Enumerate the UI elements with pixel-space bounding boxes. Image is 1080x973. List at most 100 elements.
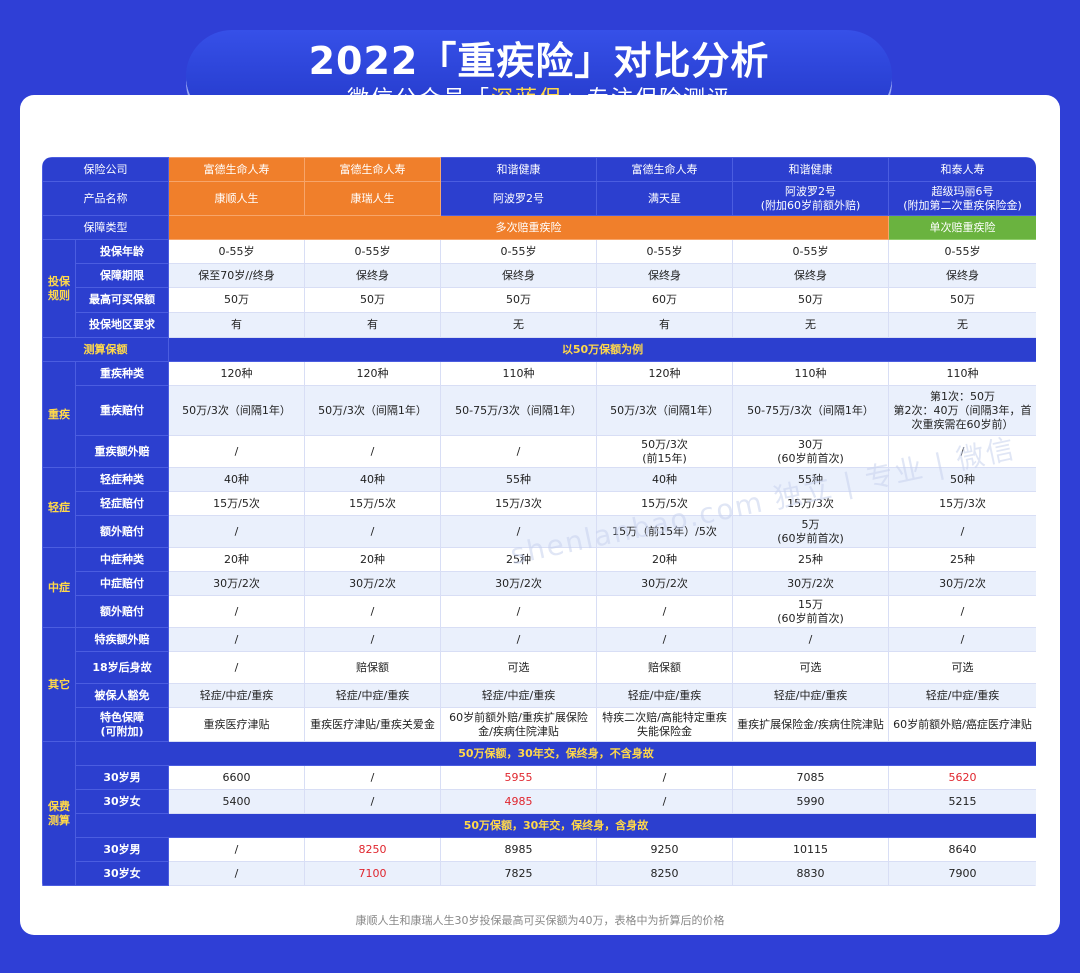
premium-note: 50万保额，30年交，保终身，含身故 [75,813,1036,838]
value-cell: / [596,595,733,628]
table-row: 30岁男/8250 8985 9250 10115 8640 [43,837,1036,862]
premium-cell: 5400 [168,789,305,814]
row-label: 重疾额外赔 [75,435,169,468]
row-label: 30岁女 [75,789,169,814]
value-cell: 轻症/中症/重疾 [440,683,597,708]
value-cell: 25种 [888,547,1036,572]
row-label: 中症赔付 [75,571,169,596]
value-cell: 0-55岁 [304,239,441,264]
table-row: 保障类型 多次赔重疾险 单次赔重疾险 [42,215,1036,240]
table-row: 被保人豁免 轻症/中症/重疾 轻症/中症/重疾 轻症/中症/重疾 轻症/中症/重疾 轻症/… [43,683,1036,708]
section-moderate: 中症 [42,547,76,628]
value-cell: / [168,651,305,684]
row-label: 被保人豁免 [75,683,169,708]
value-cell: 保终身 [888,263,1036,288]
value-cell: 15万/3次 [888,491,1036,516]
premium-cell: 5215 [888,789,1036,814]
value-cell: 保终身 [440,263,597,288]
value-cell: 50万 [304,287,441,313]
value-cell: 轻症/中症/重疾 [168,683,305,708]
value-cell: / [732,627,889,652]
value-cell: 15万 (60岁前首次) [732,595,889,628]
value-cell: 55种 [440,467,597,492]
value-cell: 50万 [732,287,889,313]
table-row: 18岁后身故 / 赔保额 可选 赔保额 可选 可选 [43,651,1036,684]
value-cell: 保终身 [732,263,889,288]
page-title: 2022「重疾险」对比分析 [308,39,770,83]
value-cell: 50-75万/3次（间隔1年） [440,385,597,436]
section-calc: 测算保额 [42,337,169,362]
section-rules: 投保 规则 [42,239,76,338]
value-cell: / [168,627,305,652]
value-cell: 重疾医疗津贴 [168,707,305,742]
value-cell: 30万/2次 [304,571,441,596]
row-label: 保障期限 [75,263,169,288]
table-row: 50万保额，30年交，保终身，含身故 [43,813,1036,838]
value-cell: 20种 [168,547,305,572]
value-cell: 有 [304,312,441,338]
value-cell: 可选 [732,651,889,684]
product-name: 康瑞人生 [304,181,441,216]
product-name: 阿波罗2号 [440,181,597,216]
value-cell: 110种 [732,361,889,386]
value-cell: 保终身 [304,263,441,288]
product-name: 满天星 [596,181,733,216]
value-cell: 55种 [732,467,889,492]
table-row: 保险公司 富德生命人寿 富德生命人寿 和谐健康 富德生命人寿 和谐健康 和泰人寿 [42,157,1036,182]
table-row: 特色保障 (可附加) 重疾医疗津贴 重疾医疗津贴/重疾关爱金 60岁前额外赔/重疾扩展保… [43,707,1036,742]
value-cell: 50万/3次 (前15年) [596,435,733,468]
value-cell: 30万/2次 [732,571,889,596]
value-cell: 第1次：50万 第2次：40万（间隔3年，首次重疾需在60岁前） [888,385,1036,436]
value-cell: 50种 [888,467,1036,492]
premium-cell: 8830 [732,861,889,886]
value-cell: / [888,595,1036,628]
value-cell: 0-55岁 [168,239,305,264]
table-row: 测算保额 以50万保额为例 [42,337,1036,362]
value-cell: 120种 [168,361,305,386]
value-cell: 30万/2次 [440,571,597,596]
value-cell: 50万 [168,287,305,313]
premium-cell: / [596,789,733,814]
value-cell: 无 [732,312,889,338]
value-cell: / [888,627,1036,652]
value-cell: / [440,515,597,548]
row-label: 额外赔付 [75,515,169,548]
value-cell: 110种 [440,361,597,386]
row-label: 轻症赔付 [75,491,169,516]
table-row: 最高可买保额 50万 50万 50万 60万 50万 50万 [43,287,1036,313]
comparison-table: 保险公司 富德生命人寿 富德生命人寿 和谐健康 富德生命人寿 和谐健康 和泰人寿 产品名称 康顺… [42,157,1036,886]
value-cell: 有 [168,312,305,338]
row-label: 轻症种类 [75,467,169,492]
company-name: 和谐健康 [732,157,889,182]
row-label: 特色保障 (可附加) [75,707,169,742]
value-cell: 25种 [732,547,889,572]
value-cell: 0-55岁 [732,239,889,264]
product-name: 康顺人生 [168,181,305,216]
value-cell: 30万/2次 [168,571,305,596]
premium-note: 50万保额，30年交，保终身，不含身故 [75,741,1036,766]
premium-cell: 5990 [732,789,889,814]
value-cell: 赔保额 [304,651,441,684]
value-cell: 0-55岁 [596,239,733,264]
row-label: 额外赔付 [75,595,169,628]
table-row: 重疾赔付 50万/3次（间隔1年） 50万/3次（间隔1年） 50-75万/3次（间隔… [43,385,1036,436]
value-cell: 有 [596,312,733,338]
value-cell: / [440,627,597,652]
value-cell: 轻症/中症/重疾 [596,683,733,708]
value-cell: 60岁前额外赔/癌症医疗津贴 [888,707,1036,742]
table-row: 保费 测算 50万保额，30年交，保终身，不含身故 [42,741,1036,886]
value-cell: 15万/3次 [732,491,889,516]
premium-cell: / [304,789,441,814]
row-label: 最高可买保额 [75,287,169,313]
company-name: 富德生命人寿 [168,157,305,182]
table-row: 其它 特疾额外赔 / / / / / / [42,627,1036,742]
premium-cell: 7900 [888,861,1036,886]
value-cell: 重疾扩展保险金/疾病住院津贴 [732,707,889,742]
type-single: 单次赔重疾险 [888,215,1036,240]
table-row: 中症赔付 30万/2次 30万/2次 30万/2次 30万/2次 30万/2次 30万/2次 [43,571,1036,596]
table-row: 30岁女 5400/4985/5990 5215 [43,789,1036,814]
value-cell: 120种 [304,361,441,386]
value-cell: 30万/2次 [888,571,1036,596]
value-cell: 0-55岁 [888,239,1036,264]
row-label: 30岁男 [75,765,169,790]
